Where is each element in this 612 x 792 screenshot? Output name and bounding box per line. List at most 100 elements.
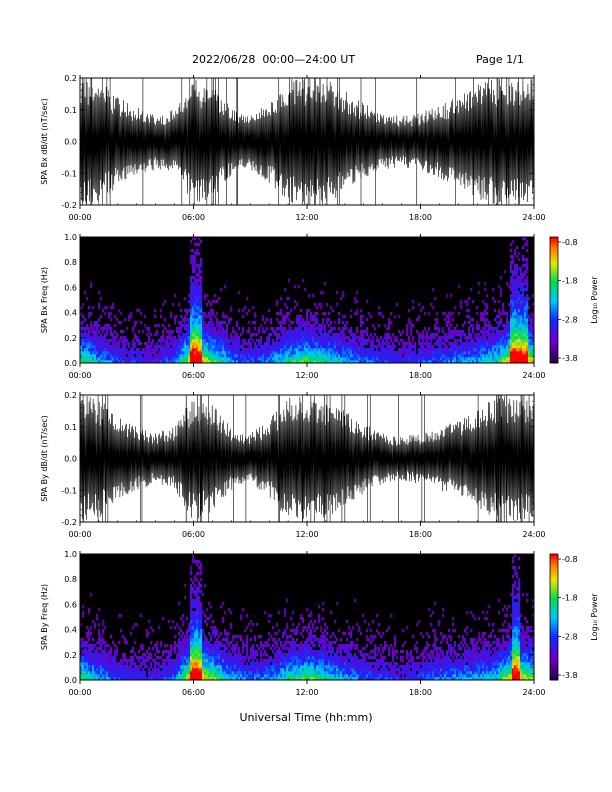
spectrogram-cell [262,674,265,678]
spectrogram-cell [152,677,155,681]
spectrogram-cell [192,288,195,292]
spectrogram-cell [252,665,255,669]
spectrogram-cell [228,656,231,660]
spectrogram-cell [142,662,145,666]
spectrogram-cell [512,312,515,316]
spectrogram-cell [82,638,85,642]
spectrogram-cell [196,656,199,660]
spectrogram-cell [262,345,265,349]
spectrogram-cell [142,351,145,355]
spectrogram-cell [132,650,135,654]
spectrogram-cell [134,674,137,678]
spectrogram-cell [524,243,527,247]
spectrogram-cell [90,647,93,651]
spectrogram-cell [362,321,365,325]
spectrogram-cell [512,309,515,313]
spectrogram-cell [230,333,233,337]
spectrogram-cell [148,357,151,361]
spectrogram-cell [188,623,191,627]
spectrogram-cell [184,348,187,352]
spectrogram-cell [80,345,83,349]
spectrogram-cell [350,339,353,343]
spectrogram-cell [350,348,353,352]
spectrogram-cell [180,315,183,319]
spectrogram-cell [164,327,167,331]
spectrogram-cell [510,297,513,301]
spectrogram-cell [522,276,525,280]
spectrogram-cell [404,360,407,364]
spectrogram-cell [362,345,365,349]
spectrogram-cell [252,348,255,352]
spectrogram-cell [100,647,103,651]
spectrogram-cell [274,662,277,666]
spectrogram-cell [336,339,339,343]
spectrogram-cell [468,357,471,361]
spectrogram-cell [524,258,527,262]
spectrogram-cell [240,638,243,642]
spectrogram-cell [206,644,209,648]
spectrogram-cell [330,345,333,349]
spectrogram-cell [192,264,195,268]
spectrogram-cell [126,671,129,675]
spectrogram-cell [258,635,261,639]
spectrogram-cell [206,354,209,358]
spectrogram-cell [204,668,207,672]
spectrogram-cell [532,321,535,325]
spectrogram-cell [238,659,241,663]
spectrogram-cell [96,357,99,361]
spectrogram-cell [90,632,93,636]
spectrogram-cell [206,662,209,666]
spectrogram-cell [510,336,513,340]
spectrogram-cell [242,671,245,675]
y-axis-title: SPA Bx Freq (Hz) [40,267,49,333]
spectrogram-cell [220,336,223,340]
spectrogram-cell [216,357,219,361]
spectrogram-cell [288,297,291,301]
spectrogram-cell [350,354,353,358]
spectrogram-cell [192,309,195,313]
spectrogram-cell [276,339,279,343]
spectrogram-cell [106,324,109,328]
spectrogram-cell [464,357,467,361]
spectrogram-cell [420,309,423,313]
spectrogram-cell [92,647,95,651]
spectrogram-cell [224,647,227,651]
spectrogram-cell [422,348,425,352]
spectrogram-cell [190,650,193,654]
spectrogram-cell [248,671,251,675]
spectrogram-cell [432,351,435,355]
spectrogram-cell [306,318,309,322]
spectrogram-cell [358,348,361,352]
spectrogram-cell [100,653,103,657]
spectrogram-cell [410,324,413,328]
spectrogram-cell [250,662,253,666]
spectrogram-cell [98,638,101,642]
spectrogram-cell [522,309,525,313]
spectrogram-cell [230,659,233,663]
spectrogram-cell [88,653,91,657]
spectrogram-cell [294,327,297,331]
spectrogram-cell [310,357,313,361]
spectrogram-cell [476,342,479,346]
spectrogram-cell [526,258,529,262]
spectrogram-cell [256,668,259,672]
spectrogram-cell [170,644,173,648]
spectrogram-cell [372,345,375,349]
spectrogram-cell [200,348,203,352]
spectrogram-cell [420,357,423,361]
spectrogram-cell [146,333,149,337]
spectrogram-cell [200,674,203,678]
spectrogram-cell [492,360,495,364]
spectrogram-cell [488,351,491,355]
spectrogram-cell [324,336,327,340]
spectrogram-cell [462,324,465,328]
spectrogram-cell [280,345,283,349]
spectrogram-cell [216,656,219,660]
spectrogram-cell [316,339,319,343]
spectrogram-cell [316,351,319,355]
spectrogram-cell [92,659,95,663]
spectrogram-cell [86,324,89,328]
spectrogram-cell [314,339,317,343]
spectrogram-cell [520,327,523,331]
spectrogram-cell [186,674,189,678]
